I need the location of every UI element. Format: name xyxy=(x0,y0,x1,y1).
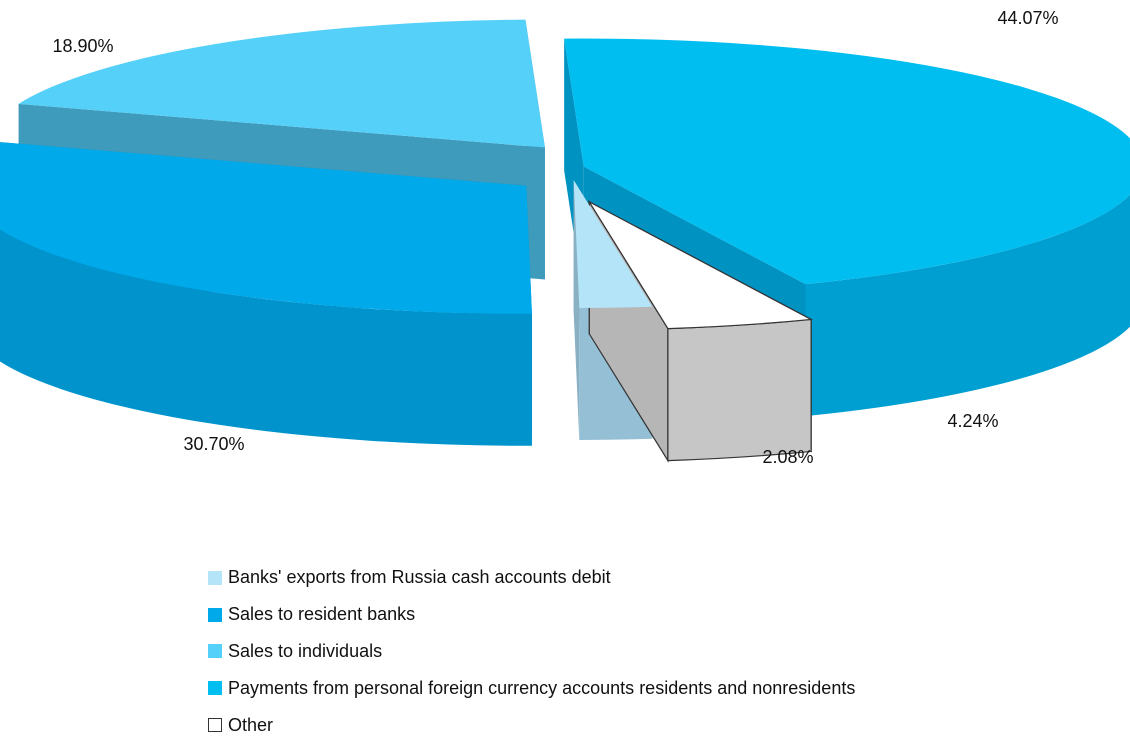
legend-item: Sales to resident banks xyxy=(208,603,855,627)
legend-label: Sales to resident banks xyxy=(228,604,416,625)
legend-label: Sales to individuals xyxy=(228,640,383,661)
pie-slice-outer-wall xyxy=(667,318,812,462)
pie-slice xyxy=(0,142,532,314)
slice-value-label: 44.07% xyxy=(997,8,1058,28)
chart-legend: Banks' exports from Russia cash accounts… xyxy=(208,566,855,750)
slice-value-label: 30.70% xyxy=(183,434,244,454)
slice-value-label: 18.90% xyxy=(52,36,113,56)
legend-label: Banks' exports from Russia cash accounts… xyxy=(228,567,611,588)
slice-value-label: 4.24% xyxy=(947,411,998,431)
pie-slice xyxy=(573,180,653,309)
legend-item: Payments from personal foreign currency … xyxy=(208,676,855,700)
legend-item: Other xyxy=(208,713,855,737)
legend-item: Sales to individuals xyxy=(208,640,855,664)
legend-swatch xyxy=(208,681,222,696)
pie-slice xyxy=(587,200,814,330)
legend-swatch xyxy=(208,570,222,585)
pie-slice-side xyxy=(573,180,580,441)
legend-label: Payments from personal foreign currency … xyxy=(228,677,856,698)
pie-chart: 44.07% 4.24% 2.08% 30.70% 18.90% xyxy=(0,8,1130,467)
legend-swatch xyxy=(208,718,222,733)
legend-item: Banks' exports from Russia cash accounts… xyxy=(208,566,855,590)
pie-slice xyxy=(564,38,1130,285)
slice-value-label: 2.08% xyxy=(762,447,813,467)
legend-swatch xyxy=(208,644,222,659)
legend-swatch xyxy=(208,607,222,622)
legend-label: Other xyxy=(228,714,274,735)
pie-slice-outer-wall xyxy=(0,229,532,446)
pie-slice-outer-wall xyxy=(805,194,1130,417)
pie-slice xyxy=(18,19,545,148)
